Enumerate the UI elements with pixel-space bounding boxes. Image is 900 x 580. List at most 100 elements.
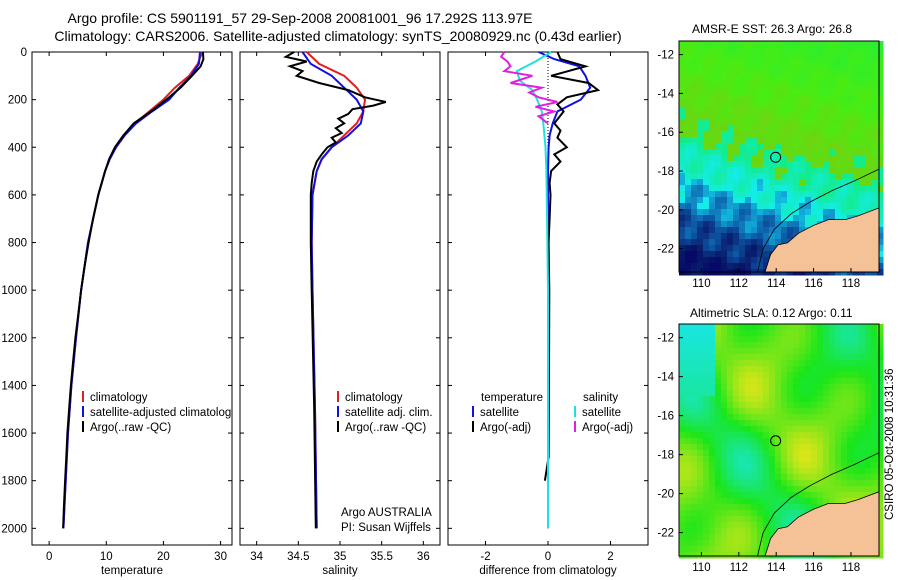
map-cell [823, 396, 830, 403]
x-tick-label: 114 [767, 562, 786, 574]
map-cell [859, 444, 866, 451]
map-cell [877, 480, 884, 487]
map-cell [727, 450, 734, 457]
map-cell [739, 516, 746, 523]
map-cell [793, 408, 800, 415]
map-cell [745, 462, 752, 469]
map-cell [703, 546, 710, 553]
map-cell [835, 372, 842, 379]
map-cell [763, 131, 770, 138]
map-cell [823, 366, 830, 373]
map-cell [733, 384, 740, 391]
map-cell [745, 360, 752, 367]
map-cell [733, 348, 740, 355]
map-cell [811, 149, 818, 156]
map-cell [835, 408, 842, 415]
map-cell [727, 167, 734, 174]
map-cell [775, 227, 782, 234]
map-cell [769, 528, 776, 535]
map-cell [709, 474, 716, 481]
map-cell [685, 257, 692, 264]
map-cell [733, 450, 740, 457]
map-cell [697, 336, 704, 343]
map-cell [745, 167, 752, 174]
map-cell [877, 354, 884, 361]
map-cell [835, 378, 842, 385]
map-cell [847, 59, 854, 66]
map-cell [721, 179, 728, 186]
map-cell [709, 221, 716, 228]
map-cell [685, 540, 692, 547]
map-cell [793, 366, 800, 373]
map-cell [865, 492, 872, 499]
map-cell [697, 95, 704, 102]
map-cell [751, 257, 758, 264]
map-cell [727, 492, 734, 499]
map-cell [763, 203, 770, 210]
map-cell [685, 360, 692, 367]
map-cell [715, 101, 722, 108]
map-cell [679, 444, 686, 451]
map-cell [715, 239, 722, 246]
map-cell [703, 372, 710, 379]
map-cell [865, 155, 872, 162]
map-cell [703, 438, 710, 445]
map-cell [757, 360, 764, 367]
map-cell [817, 342, 824, 349]
map-cell [727, 336, 734, 343]
map-cell [709, 89, 716, 96]
map-cell [763, 251, 770, 258]
map-cell [709, 540, 716, 547]
map-cell [871, 83, 878, 90]
map-cell [691, 257, 698, 264]
map-cell [781, 167, 788, 174]
map-cell [811, 462, 818, 469]
legend-entry: Argo(..raw -QC) [345, 422, 426, 434]
map-cell [871, 480, 878, 487]
map-cell [829, 324, 836, 331]
map-cell [697, 360, 704, 367]
map-cell [685, 474, 692, 481]
map-cell [823, 83, 830, 90]
map-cell [691, 408, 698, 415]
map-cell [709, 131, 716, 138]
map-cell [781, 366, 788, 373]
map-cell [745, 65, 752, 72]
map-cell [763, 504, 770, 511]
map-cell [697, 522, 704, 529]
map-cell [739, 528, 746, 535]
map-cell [703, 462, 710, 469]
map-cell [709, 366, 716, 373]
map-cell [877, 59, 884, 66]
map-cell [691, 378, 698, 385]
map-cell [865, 420, 872, 427]
map-cell [865, 167, 872, 174]
map-cell [859, 336, 866, 343]
map-frame [678, 40, 880, 273]
map-cell [775, 426, 782, 433]
map-cell [805, 366, 812, 373]
map-cell [853, 366, 860, 373]
map-cell [823, 209, 830, 216]
map-cell [715, 131, 722, 138]
map-cell [745, 396, 752, 403]
map-cell [793, 191, 800, 198]
map-cell [697, 239, 704, 246]
map-cell [751, 372, 758, 379]
map-cell [709, 113, 716, 120]
map-cell [757, 408, 764, 415]
map-cell [841, 65, 848, 72]
map-cell [727, 215, 734, 222]
map-cell [829, 83, 836, 90]
map-cell [787, 504, 794, 511]
map-cell [727, 107, 734, 114]
map-cell [697, 468, 704, 475]
map-cell [805, 167, 812, 174]
map-cell [871, 474, 878, 481]
map-cell [733, 107, 740, 114]
map-cell [709, 233, 716, 240]
map-cell [871, 324, 878, 331]
map-cell [775, 209, 782, 216]
map-cell [733, 420, 740, 427]
map-cell [805, 480, 812, 487]
